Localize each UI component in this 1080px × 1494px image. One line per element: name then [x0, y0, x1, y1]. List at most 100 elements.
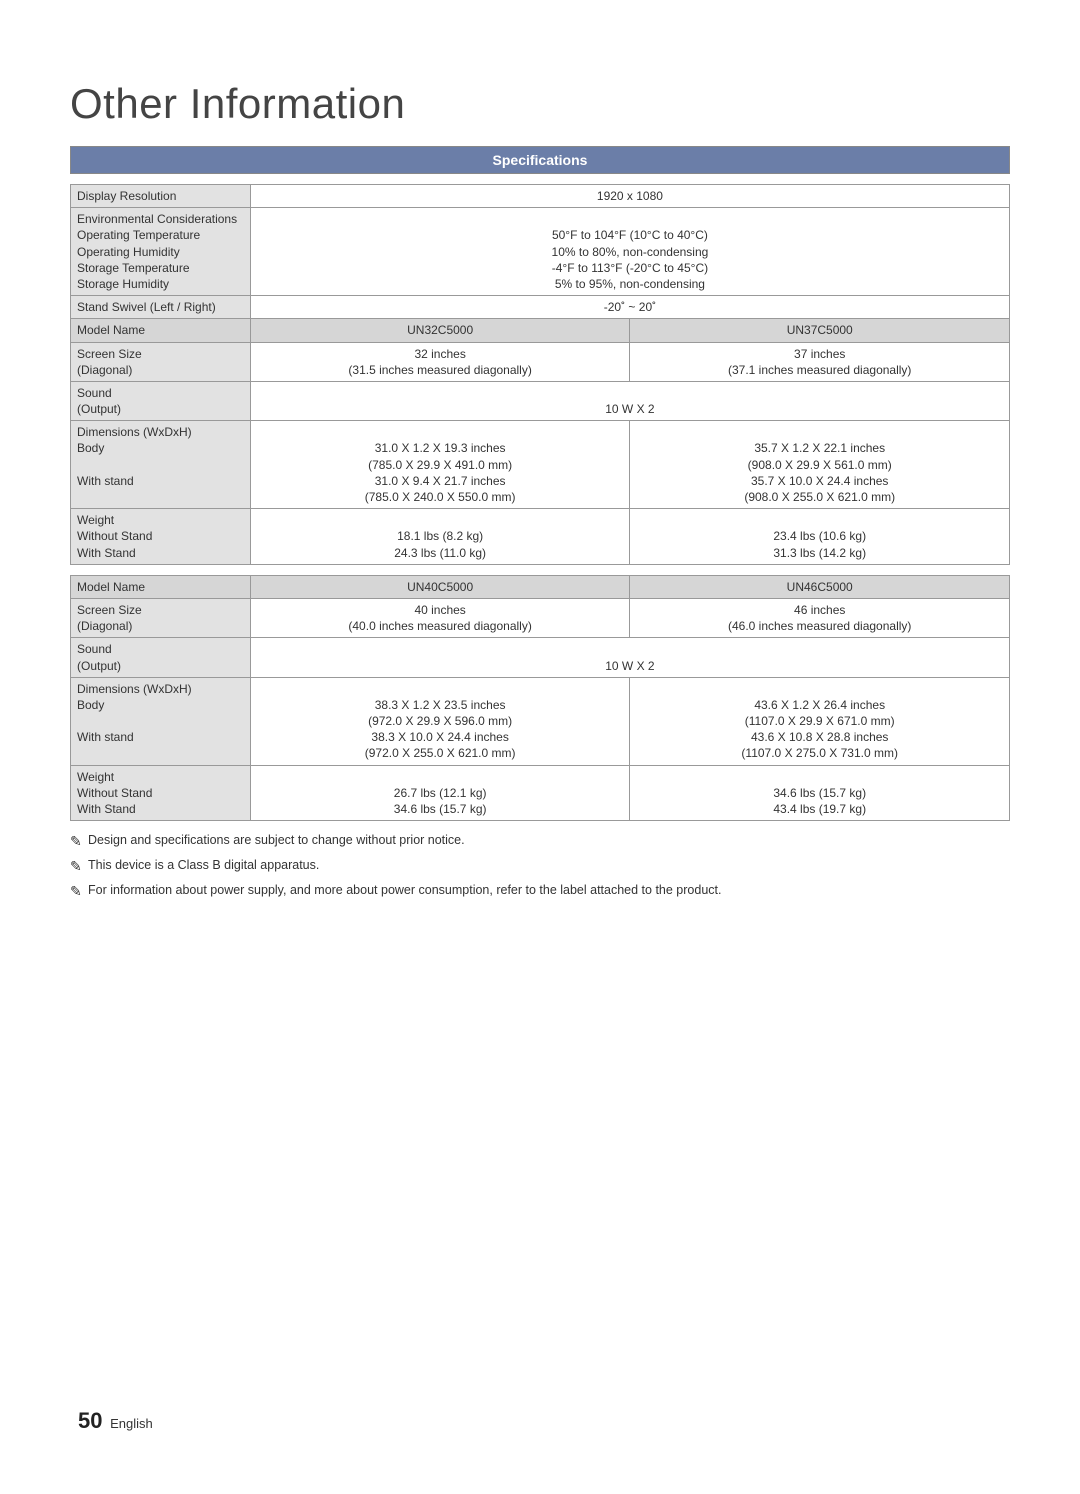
note-2-text: This device is a Class B digital apparat… — [88, 858, 319, 872]
wt-b-2-l2: 43.4 lbs (19.7 kg) — [773, 802, 866, 816]
dim-a-1-l4: (785.0 X 240.0 X 550.0 mm) — [365, 490, 516, 504]
row-screen-label-2: Screen Size (Diagonal) — [71, 598, 251, 637]
screen-a-2-l2: (40.0 inches measured diagonally) — [348, 619, 531, 633]
row-env-label: Environmental Considerations Operating T… — [71, 208, 251, 296]
env-val4: 5% to 95%, non-condensing — [555, 277, 705, 291]
screen-a-1-l2: (31.5 inches measured diagonally) — [348, 363, 531, 377]
dim-a-2-l1: 38.3 X 1.2 X 23.5 inches — [375, 698, 506, 712]
note-icon: ✎ — [70, 858, 88, 875]
dim-b-1: 35.7 X 1.2 X 22.1 inches (908.0 X 29.9 X… — [630, 421, 1010, 509]
env-val2: 10% to 80%, non-condensing — [552, 245, 709, 259]
note-2: ✎ This device is a Class B digital appar… — [70, 858, 1010, 875]
row-dim-label-1: Dimensions (WxDxH) Body With stand — [71, 421, 251, 509]
row-weight-label-1: Weight Without Stand With Stand — [71, 509, 251, 565]
dim-a-2-l3: 38.3 X 10.0 X 24.4 inches — [371, 730, 508, 744]
sound-val-2-text: 10 W X 2 — [605, 659, 654, 673]
screen-b-1: 37 inches (37.1 inches measured diagonal… — [630, 342, 1010, 381]
env-val1: 50°F to 104°F (10°C to 40°C) — [552, 228, 708, 242]
row-swivel-value: -20˚ ~ 20˚ — [250, 296, 1009, 319]
page-title: Other Information — [70, 80, 1010, 128]
page-footer: 50 English — [78, 1408, 153, 1434]
dim-a-1-l1: 31.0 X 1.2 X 19.3 inches — [375, 441, 506, 455]
env-label-text: Environmental Considerations — [77, 212, 237, 226]
env-sub1: Operating Temperature — [77, 228, 200, 242]
weight-label: Weight — [77, 513, 114, 527]
weight-label-2: Weight — [77, 770, 114, 784]
section-header: Specifications — [70, 146, 1010, 174]
sound-out-label: (Output) — [77, 402, 121, 416]
dim-a-2-l2: (972.0 X 29.9 X 596.0 mm) — [368, 714, 512, 728]
weight-wo-label: Without Stand — [77, 529, 152, 543]
env-val3: -4°F to 113°F (-20°C to 45°C) — [552, 261, 708, 275]
weight-wo-label-2: Without Stand — [77, 786, 152, 800]
dims-stand-label: With stand — [77, 474, 134, 488]
dim-a-1-l2: (785.0 X 29.9 X 491.0 mm) — [368, 458, 512, 472]
note-3-text: For information about power supply, and … — [88, 883, 721, 897]
row-display-res-label: Display Resolution — [71, 185, 251, 208]
screen-b-2-l2: (46.0 inches measured diagonally) — [728, 619, 911, 633]
env-sub4: Storage Humidity — [77, 277, 169, 291]
dim-a-2: 38.3 X 1.2 X 23.5 inches (972.0 X 29.9 X… — [250, 677, 630, 765]
notes-block: ✎ Design and specifications are subject … — [70, 833, 1010, 899]
model-a-1: UN32C5000 — [250, 319, 630, 342]
sound-val-1-text: 10 W X 2 — [605, 402, 654, 416]
note-3: ✎ For information about power supply, an… — [70, 883, 1010, 900]
wt-a-1-l1: 18.1 lbs (8.2 kg) — [397, 529, 483, 543]
dim-a-1: 31.0 X 1.2 X 19.3 inches (785.0 X 29.9 X… — [250, 421, 630, 509]
note-icon: ✎ — [70, 833, 88, 850]
dim-b-1-l2: (908.0 X 29.9 X 561.0 mm) — [748, 458, 892, 472]
page-language: English — [110, 1416, 153, 1431]
wt-a-1: 18.1 lbs (8.2 kg) 24.3 lbs (11.0 kg) — [250, 509, 630, 565]
model-b-1: UN37C5000 — [630, 319, 1010, 342]
row-model-name-label-2: Model Name — [71, 575, 251, 598]
model-a-2: UN40C5000 — [250, 575, 630, 598]
dim-b-2-l4: (1107.0 X 275.0 X 731.0 mm) — [741, 746, 898, 760]
dim-a-1-l3: 31.0 X 9.4 X 21.7 inches — [375, 474, 506, 488]
dim-b-2: 43.6 X 1.2 X 26.4 inches (1107.0 X 29.9 … — [630, 677, 1010, 765]
weight-w-label: With Stand — [77, 546, 136, 560]
row-env-value: 50°F to 104°F (10°C to 40°C) 10% to 80%,… — [250, 208, 1009, 296]
row-screen-label-1: Screen Size (Diagonal) — [71, 342, 251, 381]
screen-b-2: 46 inches (46.0 inches measured diagonal… — [630, 598, 1010, 637]
dim-b-2-l3: 43.6 X 10.8 X 28.8 inches — [751, 730, 888, 744]
dim-b-2-l1: 43.6 X 1.2 X 26.4 inches — [754, 698, 885, 712]
dims-label-2: Dimensions (WxDxH) — [77, 682, 192, 696]
screen-b-1-l2: (37.1 inches measured diagonally) — [728, 363, 911, 377]
note-icon: ✎ — [70, 883, 88, 900]
screen-diag-label-2: (Diagonal) — [77, 619, 132, 633]
row-swivel-label: Stand Swivel (Left / Right) — [71, 296, 251, 319]
note-1: ✎ Design and specifications are subject … — [70, 833, 1010, 850]
sound-out-label-2: (Output) — [77, 659, 121, 673]
sound-label: Sound — [77, 386, 112, 400]
screen-a-2-l1: 40 inches — [414, 603, 465, 617]
screen-a-1: 32 inches (31.5 inches measured diagonal… — [250, 342, 630, 381]
dim-b-1-l4: (908.0 X 255.0 X 621.0 mm) — [744, 490, 895, 504]
wt-b-1-l2: 31.3 lbs (14.2 kg) — [773, 546, 866, 560]
env-sub3: Storage Temperature — [77, 261, 190, 275]
weight-w-label-2: With Stand — [77, 802, 136, 816]
screen-b-1-l1: 37 inches — [794, 347, 845, 361]
row-sound-label-2: Sound (Output) — [71, 638, 251, 677]
screen-size-label: Screen Size — [77, 347, 142, 361]
spec-table-general: Display Resolution 1920 x 1080 Environme… — [70, 184, 1010, 565]
page-number: 50 — [78, 1408, 102, 1433]
row-sound-label-1: Sound (Output) — [71, 381, 251, 420]
wt-a-2-l1: 26.7 lbs (12.1 kg) — [394, 786, 487, 800]
note-1-text: Design and specifications are subject to… — [88, 833, 465, 847]
env-sub2: Operating Humidity — [77, 245, 180, 259]
screen-size-label-2: Screen Size — [77, 603, 142, 617]
wt-b-2-l1: 34.6 lbs (15.7 kg) — [773, 786, 866, 800]
wt-b-1: 23.4 lbs (10.6 kg) 31.3 lbs (14.2 kg) — [630, 509, 1010, 565]
sound-val-1: 10 W X 2 — [250, 381, 1009, 420]
row-model-name-label-1: Model Name — [71, 319, 251, 342]
wt-a-2: 26.7 lbs (12.1 kg) 34.6 lbs (15.7 kg) — [250, 765, 630, 821]
model-b-2: UN46C5000 — [630, 575, 1010, 598]
wt-b-1-l1: 23.4 lbs (10.6 kg) — [773, 529, 866, 543]
wt-a-1-l2: 24.3 lbs (11.0 kg) — [394, 546, 486, 560]
dim-b-1-l3: 35.7 X 10.0 X 24.4 inches — [751, 474, 888, 488]
row-dim-label-2: Dimensions (WxDxH) Body With stand — [71, 677, 251, 765]
screen-a-2: 40 inches (40.0 inches measured diagonal… — [250, 598, 630, 637]
dim-a-2-l4: (972.0 X 255.0 X 621.0 mm) — [365, 746, 516, 760]
sound-val-2: 10 W X 2 — [250, 638, 1009, 677]
row-weight-label-2: Weight Without Stand With Stand — [71, 765, 251, 821]
